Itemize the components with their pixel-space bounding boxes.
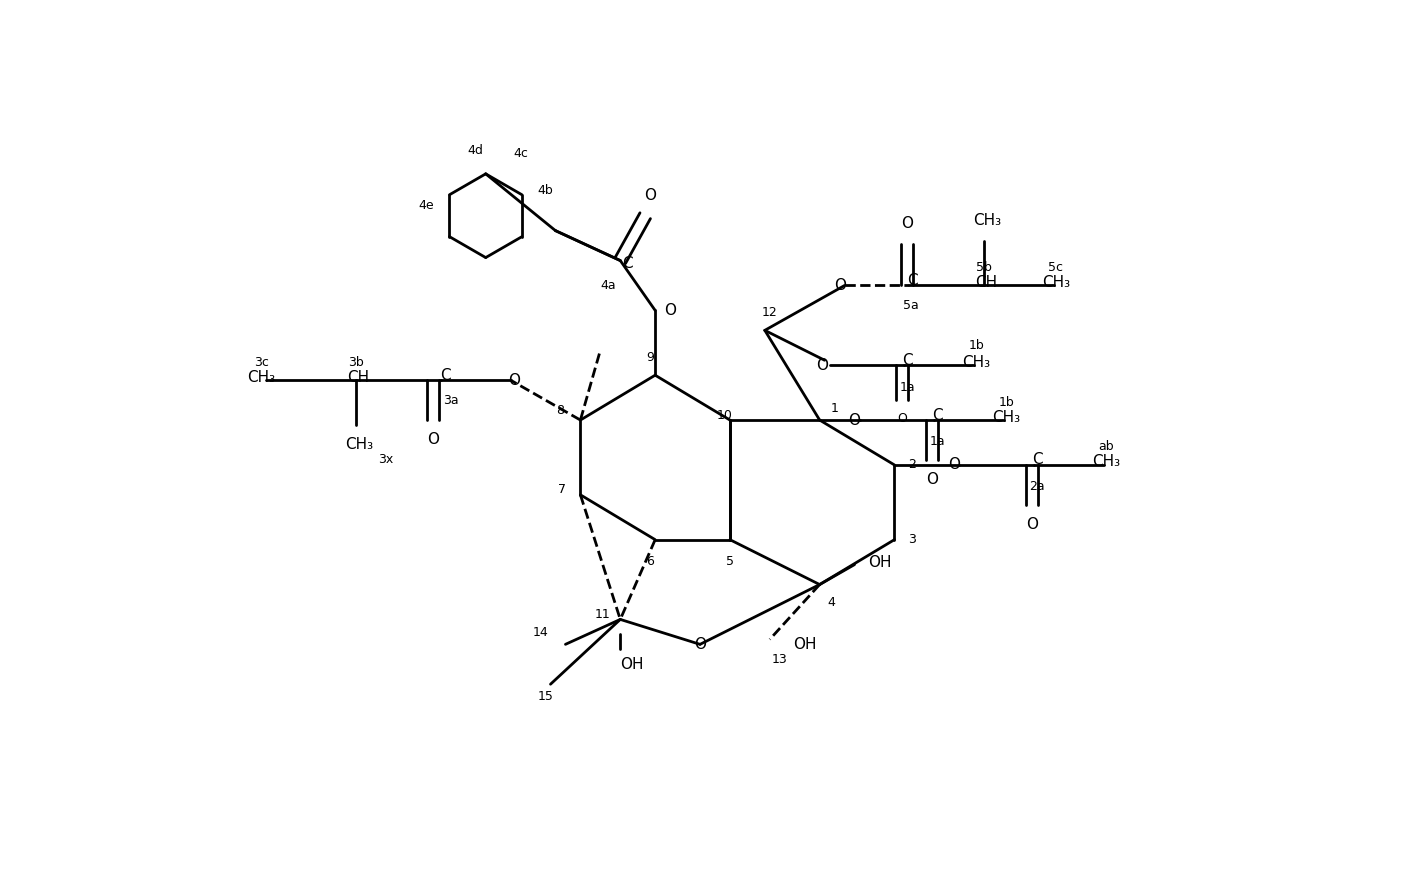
- Text: CH₃: CH₃: [346, 438, 373, 452]
- Text: 4e: 4e: [418, 200, 434, 213]
- Text: O: O: [694, 637, 706, 652]
- Text: 4: 4: [828, 596, 836, 609]
- Text: O: O: [665, 303, 676, 318]
- Text: O: O: [816, 358, 828, 373]
- Text: O: O: [948, 458, 961, 472]
- Text: CH₃: CH₃: [1041, 275, 1070, 290]
- Text: 9: 9: [646, 351, 655, 364]
- Text: CH₃: CH₃: [962, 354, 990, 370]
- Text: 1b: 1b: [968, 339, 983, 352]
- Text: 3b: 3b: [349, 356, 364, 368]
- Text: C: C: [907, 273, 918, 288]
- Text: 7: 7: [558, 483, 567, 496]
- Text: 4b: 4b: [537, 185, 554, 197]
- Text: O: O: [645, 188, 656, 203]
- Text: O: O: [509, 373, 520, 388]
- Text: OH: OH: [794, 637, 816, 652]
- Text: O: O: [927, 473, 938, 487]
- Text: 6: 6: [646, 555, 655, 568]
- Text: 13: 13: [772, 653, 788, 666]
- Text: C: C: [1032, 452, 1043, 467]
- Text: CH₃: CH₃: [248, 370, 275, 385]
- Text: 1a: 1a: [900, 381, 915, 394]
- Text: 4a: 4a: [601, 279, 616, 292]
- Text: 2: 2: [908, 458, 917, 472]
- Text: CH: CH: [975, 275, 998, 290]
- Text: 14: 14: [533, 626, 548, 639]
- Text: O: O: [427, 432, 439, 447]
- Text: 5a: 5a: [904, 299, 920, 311]
- Text: 10: 10: [717, 409, 733, 422]
- Text: 15: 15: [537, 690, 554, 703]
- Text: O: O: [1026, 517, 1039, 532]
- Text: O: O: [849, 412, 860, 428]
- Text: 11: 11: [595, 608, 611, 621]
- Text: OH: OH: [867, 555, 891, 570]
- Text: CH: CH: [347, 370, 370, 385]
- Text: 12: 12: [762, 306, 778, 318]
- Text: 1b: 1b: [998, 396, 1015, 409]
- Text: CH₃: CH₃: [992, 410, 1020, 424]
- Text: O: O: [901, 216, 914, 231]
- Text: 5b: 5b: [976, 261, 992, 274]
- Text: OH: OH: [621, 657, 643, 672]
- Text: 5: 5: [726, 555, 734, 568]
- Text: 4d: 4d: [468, 144, 483, 158]
- Text: 3: 3: [908, 533, 917, 546]
- Text: ab: ab: [1098, 440, 1114, 453]
- Text: 4c: 4c: [513, 147, 529, 160]
- Text: O: O: [835, 278, 846, 293]
- Text: 3a: 3a: [444, 394, 459, 407]
- Text: CH₃: CH₃: [973, 214, 1002, 228]
- Text: C: C: [932, 408, 942, 423]
- Text: 1a: 1a: [930, 436, 945, 449]
- Text: 8: 8: [557, 403, 564, 416]
- Text: 1: 1: [830, 402, 839, 415]
- Text: C: C: [622, 256, 632, 271]
- Text: CH₃: CH₃: [1091, 454, 1119, 469]
- Text: 3c: 3c: [254, 356, 269, 368]
- Text: C: C: [441, 368, 451, 382]
- Text: O: O: [897, 411, 907, 424]
- Text: 3x: 3x: [378, 453, 394, 466]
- Text: 2a: 2a: [1029, 480, 1044, 494]
- Text: 5c: 5c: [1049, 261, 1063, 274]
- Text: C: C: [903, 353, 913, 367]
